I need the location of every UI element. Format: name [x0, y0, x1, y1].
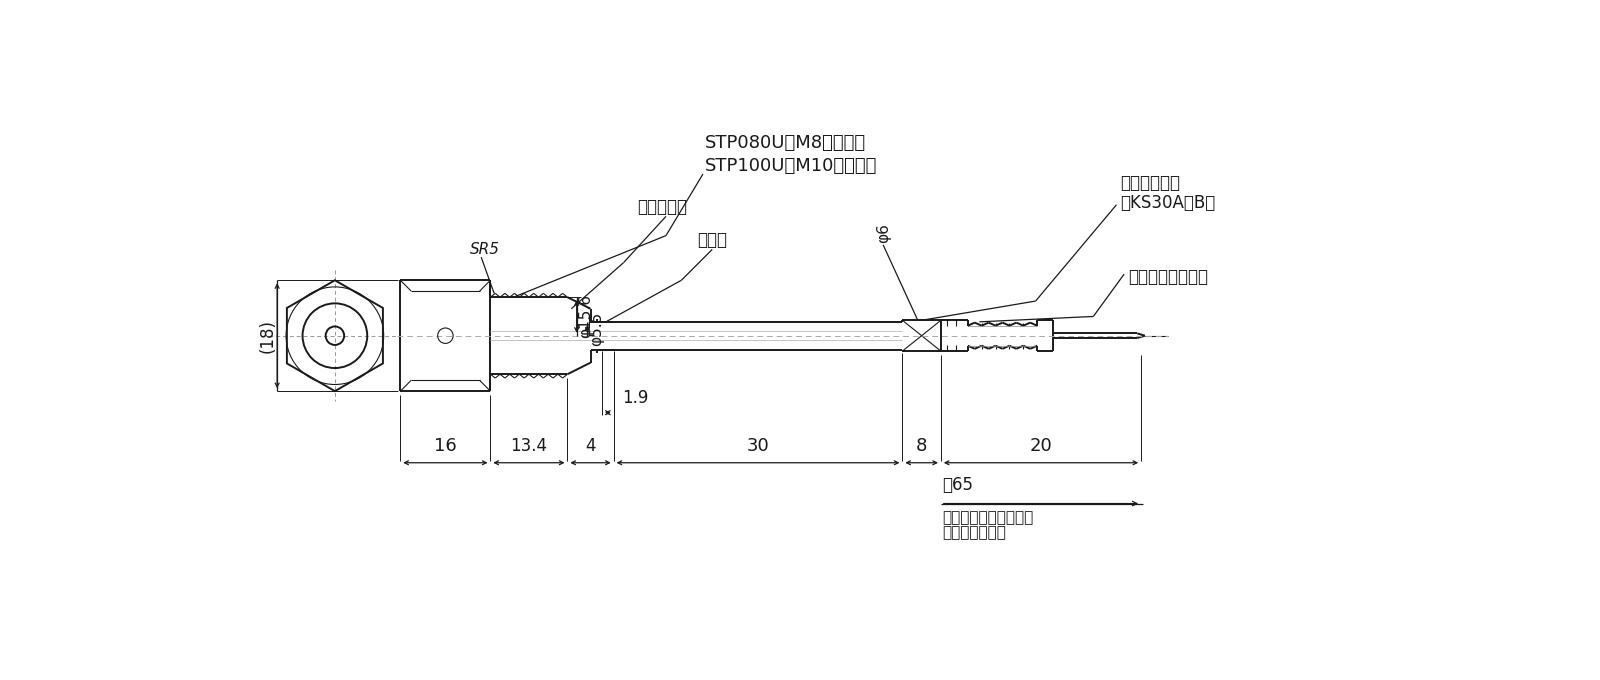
Text: 4: 4	[586, 437, 595, 455]
Text: スキマ: スキマ	[698, 231, 726, 250]
Text: 8: 8	[915, 437, 928, 455]
Text: 1.9: 1.9	[622, 388, 648, 407]
Text: STP100U：M10（並目）: STP100U：M10（並目）	[704, 157, 877, 175]
Text: 30: 30	[747, 437, 770, 455]
Text: 終65: 終65	[942, 476, 973, 494]
Text: STP080U：M8（並目）: STP080U：M8（並目）	[704, 134, 866, 152]
Text: 13.4: 13.4	[510, 437, 547, 455]
Text: ブーツ保護: ブーツ保護	[637, 199, 686, 216]
Text: コードプロテクタ: コードプロテクタ	[1128, 268, 1208, 286]
Text: 16: 16	[434, 437, 456, 455]
Text: φ5.5: φ5.5	[589, 311, 605, 346]
Text: 要するスペース: 要するスペース	[942, 525, 1006, 540]
Text: (18): (18)	[259, 319, 277, 353]
Text: （KS30A／B）: （KS30A／B）	[1120, 194, 1216, 212]
Text: 20: 20	[1030, 437, 1053, 455]
Text: カートリッジ: カートリッジ	[1120, 174, 1181, 192]
Text: φ6: φ6	[875, 224, 891, 243]
Text: φ15.6: φ15.6	[578, 294, 594, 339]
Text: SR5: SR5	[470, 242, 499, 257]
Text: カートリッジ取外しに: カートリッジ取外しに	[942, 510, 1034, 525]
